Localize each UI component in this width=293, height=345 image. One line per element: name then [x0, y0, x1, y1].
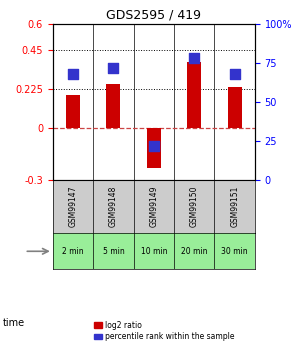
Text: 20 min: 20 min	[181, 247, 207, 256]
Text: time: time	[3, 318, 25, 327]
Title: GDS2595 / 419: GDS2595 / 419	[106, 9, 201, 22]
Text: 30 min: 30 min	[222, 247, 248, 256]
Point	[111, 65, 116, 71]
Legend: log2 ratio, percentile rank within the sample: log2 ratio, percentile rank within the s…	[94, 321, 234, 341]
Point	[151, 143, 156, 148]
Text: GSM99151: GSM99151	[230, 186, 239, 227]
Text: 5 min: 5 min	[103, 247, 124, 256]
Point	[232, 71, 237, 77]
Point	[192, 56, 197, 61]
Text: GSM99147: GSM99147	[69, 186, 77, 227]
Text: GSM99148: GSM99148	[109, 186, 118, 227]
Bar	[187, 62, 201, 128]
Bar	[228, 87, 242, 128]
Text: 10 min: 10 min	[141, 247, 167, 256]
Bar	[66, 95, 80, 128]
Bar	[106, 84, 120, 128]
Bar	[147, 128, 161, 168]
Text: GSM99149: GSM99149	[149, 186, 158, 227]
Point	[71, 71, 75, 77]
Text: GSM99150: GSM99150	[190, 186, 199, 227]
Text: 2 min: 2 min	[62, 247, 84, 256]
